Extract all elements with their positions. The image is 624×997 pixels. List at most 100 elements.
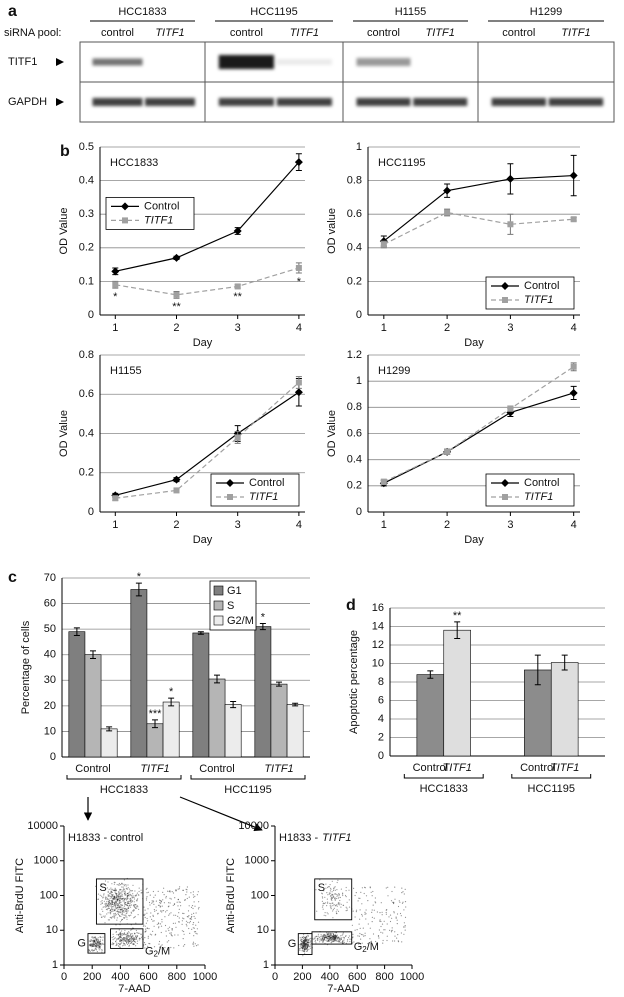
density-dot: [323, 939, 325, 941]
density-dot: [124, 903, 126, 905]
error-bar: [152, 719, 158, 729]
density-dot: [335, 936, 337, 938]
density-dot: [119, 933, 121, 935]
density-dot: [122, 886, 124, 888]
density-dot: [367, 900, 369, 902]
density-dot: [336, 936, 338, 938]
density-dot: [334, 937, 336, 939]
density-dot: [330, 903, 332, 905]
density-dot: [194, 917, 196, 920]
density-dot: [184, 944, 186, 946]
density-dot: [349, 940, 351, 943]
density-dot: [303, 936, 306, 939]
density-dot: [89, 944, 91, 946]
density-dot: [302, 942, 304, 944]
density-dot: [90, 944, 92, 946]
density-dot: [325, 937, 327, 939]
density-dot: [135, 938, 137, 940]
y-tick-label: 10: [46, 924, 58, 936]
density-dot: [120, 915, 122, 918]
density-dot: [114, 909, 116, 911]
density-dot: [103, 906, 105, 908]
density-dot: [129, 935, 131, 937]
density-dot: [304, 936, 306, 938]
density-dot: [314, 936, 316, 938]
density-dot: [334, 934, 336, 936]
density-dot: [116, 896, 118, 898]
density-dot: [95, 943, 97, 945]
density-dot: [123, 914, 125, 916]
density-dot: [197, 908, 200, 910]
density-dot: [120, 908, 123, 911]
density-dot: [109, 910, 111, 912]
legend-box: [485, 276, 575, 310]
density-dot: [121, 910, 123, 912]
density-dot: [159, 906, 161, 908]
density-dot: [334, 938, 336, 940]
density-dot: [307, 934, 309, 937]
density-dot: [303, 942, 305, 945]
density-dot: [327, 940, 329, 942]
density-dot: [372, 933, 375, 935]
density-dot: [305, 948, 307, 950]
gate-label-text: G: [288, 938, 297, 950]
arrow: [179, 796, 263, 832]
density-dot: [128, 906, 130, 908]
density-dot: [305, 939, 307, 941]
density-dot: [308, 938, 310, 941]
density-dot: [97, 937, 99, 939]
density-dot: [390, 931, 393, 933]
density-dot: [115, 894, 117, 896]
bar: [550, 662, 579, 757]
density-dot: [111, 943, 113, 945]
density-dot: [111, 901, 113, 903]
density-dot: [334, 936, 336, 938]
group-label: HCC1833: [100, 784, 148, 796]
density-dot: [134, 895, 137, 897]
density-dot: [119, 900, 121, 902]
legend-label: Control: [144, 200, 179, 212]
density-dot: [125, 938, 127, 940]
blot-band: [92, 58, 143, 66]
density-dot: [125, 903, 127, 906]
density-dot: [97, 898, 99, 900]
density-dot: [97, 940, 99, 942]
density-dot: [178, 901, 180, 903]
x-tick-label: 4: [571, 519, 577, 531]
density-dot: [126, 897, 128, 900]
density-dot: [335, 937, 337, 940]
density-dot: [304, 945, 306, 947]
density-dot: [160, 925, 163, 927]
density-dot: [327, 933, 329, 936]
density-dot: [303, 943, 305, 945]
density-dot: [109, 897, 111, 899]
density-dot: [353, 941, 355, 943]
blot-band: [145, 98, 195, 106]
density-dot: [133, 903, 135, 906]
density-dot: [90, 939, 92, 941]
density-dot: [120, 896, 122, 898]
density-dot: [304, 943, 306, 946]
density-dot: [302, 936, 304, 938]
density-dot: [190, 918, 193, 920]
density-dot: [110, 891, 112, 893]
density-dot: [359, 932, 361, 935]
density-dot: [96, 944, 98, 946]
density-dot: [116, 899, 118, 901]
density-dot: [110, 895, 112, 898]
density-dot: [107, 890, 109, 893]
density-dot: [109, 902, 111, 904]
density-dot: [93, 939, 95, 941]
density-dot: [192, 923, 194, 926]
density-dot: [322, 935, 324, 937]
density-dot: [326, 935, 328, 937]
density-dot: [304, 938, 306, 940]
density-dot: [102, 915, 104, 917]
density-dot: [150, 912, 152, 914]
density-dot: [332, 934, 334, 937]
density-dot: [129, 935, 131, 937]
density-dot: [149, 933, 151, 935]
density-dot: [342, 904, 345, 906]
density-dot: [118, 911, 120, 914]
density-dot: [330, 932, 332, 935]
